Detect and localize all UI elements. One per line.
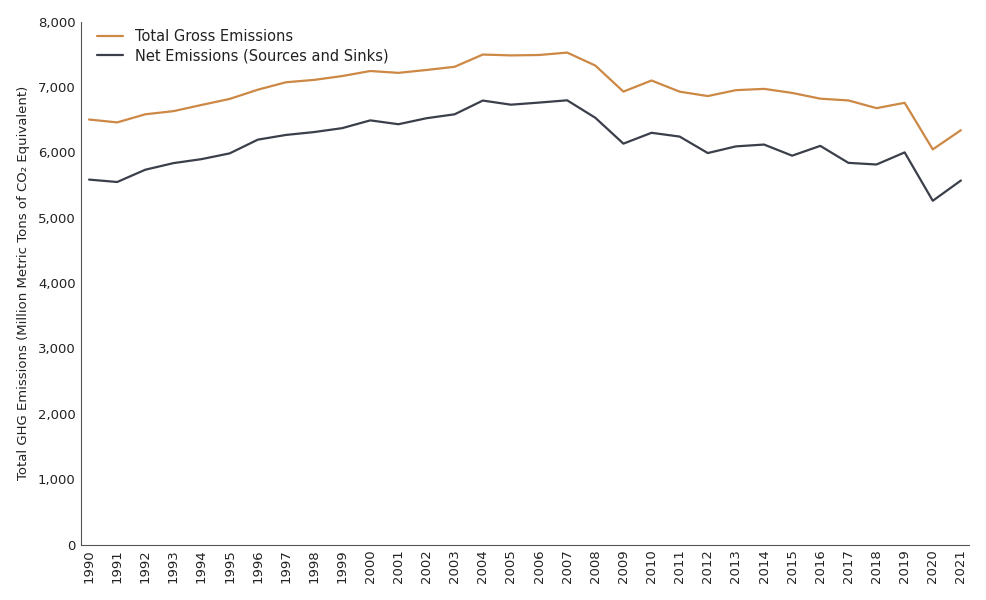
Total Gross Emissions (871, 104, 882, 112)
Net Emissions (Sources and Sinks) (871, 161, 882, 168)
Net Emissions (Sources and Sinks) (955, 177, 967, 184)
Net Emissions (Sources and Sinks) (392, 121, 404, 128)
Net Emissions (Sources and Sinks) (673, 133, 685, 140)
Total Gross Emissions (814, 95, 826, 102)
Total Gross Emissions (251, 86, 263, 94)
Total Gross Emissions (224, 95, 236, 103)
Total Gross Emissions (139, 110, 151, 118)
Total Gross Emissions (111, 119, 123, 126)
Total Gross Emissions (758, 85, 770, 92)
Total Gross Emissions (449, 63, 460, 70)
Net Emissions (Sources and Sinks) (646, 129, 658, 136)
Total Gross Emissions (421, 67, 433, 74)
Net Emissions (Sources and Sinks) (309, 128, 320, 136)
Total Gross Emissions (617, 88, 629, 95)
Net Emissions (Sources and Sinks) (139, 166, 151, 173)
Net Emissions (Sources and Sinks) (533, 99, 545, 106)
Total Gross Emissions (533, 52, 545, 59)
Y-axis label: Total GHG Emissions (Million Metric Tons of CO₂ Equivalent): Total GHG Emissions (Million Metric Tons… (17, 86, 30, 480)
Net Emissions (Sources and Sinks) (617, 140, 629, 147)
Net Emissions (Sources and Sinks) (224, 150, 236, 157)
Total Gross Emissions (646, 77, 658, 84)
Total Gross Emissions (168, 107, 179, 115)
Net Emissions (Sources and Sinks) (758, 141, 770, 148)
Net Emissions (Sources and Sinks) (730, 143, 741, 150)
Total Gross Emissions (336, 73, 348, 80)
Net Emissions (Sources and Sinks) (195, 155, 207, 163)
Net Emissions (Sources and Sinks) (590, 114, 601, 121)
Net Emissions (Sources and Sinks) (927, 197, 939, 205)
Net Emissions (Sources and Sinks) (449, 110, 460, 118)
Net Emissions (Sources and Sinks) (814, 142, 826, 149)
Net Emissions (Sources and Sinks) (786, 152, 798, 159)
Line: Total Gross Emissions: Total Gross Emissions (89, 53, 961, 149)
Total Gross Emissions (786, 89, 798, 97)
Total Gross Emissions (590, 62, 601, 69)
Total Gross Emissions (280, 79, 292, 86)
Net Emissions (Sources and Sinks) (83, 176, 95, 183)
Net Emissions (Sources and Sinks) (898, 149, 910, 156)
Total Gross Emissions (477, 51, 489, 58)
Total Gross Emissions (673, 88, 685, 95)
Total Gross Emissions (309, 76, 320, 83)
Net Emissions (Sources and Sinks) (336, 125, 348, 132)
Total Gross Emissions (927, 146, 939, 153)
Net Emissions (Sources and Sinks) (842, 159, 854, 166)
Total Gross Emissions (505, 52, 517, 59)
Net Emissions (Sources and Sinks) (421, 115, 433, 122)
Total Gross Emissions (195, 101, 207, 109)
Total Gross Emissions (842, 97, 854, 104)
Net Emissions (Sources and Sinks) (168, 160, 179, 167)
Legend: Total Gross Emissions, Net Emissions (Sources and Sinks): Total Gross Emissions, Net Emissions (So… (97, 29, 388, 64)
Net Emissions (Sources and Sinks) (280, 131, 292, 139)
Net Emissions (Sources and Sinks) (702, 149, 714, 157)
Total Gross Emissions (561, 49, 573, 56)
Total Gross Emissions (898, 99, 910, 106)
Net Emissions (Sources and Sinks) (477, 97, 489, 104)
Total Gross Emissions (365, 67, 377, 74)
Line: Net Emissions (Sources and Sinks): Net Emissions (Sources and Sinks) (89, 100, 961, 201)
Total Gross Emissions (702, 92, 714, 100)
Total Gross Emissions (83, 116, 95, 123)
Total Gross Emissions (730, 86, 741, 94)
Net Emissions (Sources and Sinks) (111, 178, 123, 185)
Net Emissions (Sources and Sinks) (365, 117, 377, 124)
Total Gross Emissions (955, 127, 967, 134)
Net Emissions (Sources and Sinks) (505, 101, 517, 108)
Net Emissions (Sources and Sinks) (561, 97, 573, 104)
Net Emissions (Sources and Sinks) (251, 136, 263, 143)
Total Gross Emissions (392, 69, 404, 76)
